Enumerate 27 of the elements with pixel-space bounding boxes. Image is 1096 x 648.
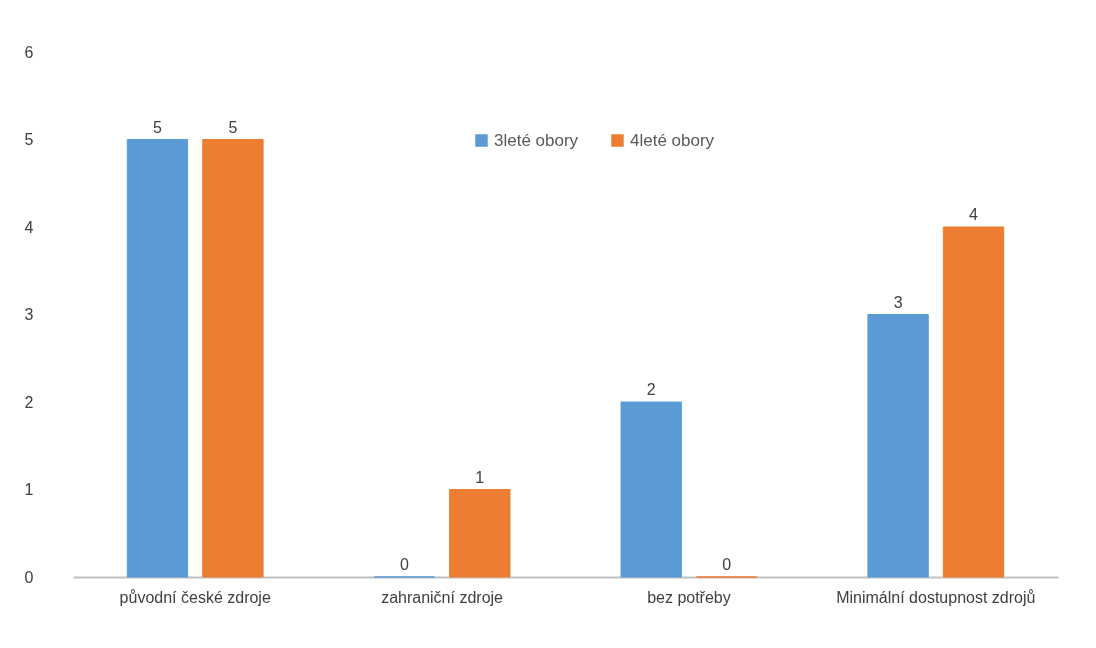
y-tick-label: 6 xyxy=(24,43,34,61)
data-label: 2 xyxy=(646,381,656,398)
y-tick-label: 2 xyxy=(24,393,34,411)
y-tick-label: 4 xyxy=(24,218,34,236)
data-label: 0 xyxy=(722,556,732,573)
y-tick-label: 5 xyxy=(24,131,34,148)
bar xyxy=(449,489,511,578)
data-label: 3 xyxy=(893,293,903,311)
legend-label: 3leté obory xyxy=(494,130,579,150)
bar xyxy=(942,226,1005,578)
y-tick-label: 0 xyxy=(24,568,34,586)
y-tick-label: 1 xyxy=(24,481,34,498)
y-tick-label: 3 xyxy=(24,306,34,323)
bar xyxy=(620,401,682,578)
data-label: 5 xyxy=(153,118,163,136)
legend-label: 4leté obory xyxy=(630,130,715,150)
data-label: 1 xyxy=(475,468,485,486)
bar xyxy=(867,314,929,578)
bar xyxy=(126,139,189,578)
x-tick-label: Minimální dostupnost zdrojů xyxy=(836,588,1036,606)
data-label: 5 xyxy=(228,118,238,136)
data-label: 0 xyxy=(399,556,409,573)
x-tick-label: původní české zdroje xyxy=(119,588,271,606)
x-tick-label: bez potřeby xyxy=(647,588,731,606)
x-tick-label: zahraniční zdroje xyxy=(381,588,504,606)
bar xyxy=(202,139,264,578)
data-label: 4 xyxy=(969,206,979,223)
